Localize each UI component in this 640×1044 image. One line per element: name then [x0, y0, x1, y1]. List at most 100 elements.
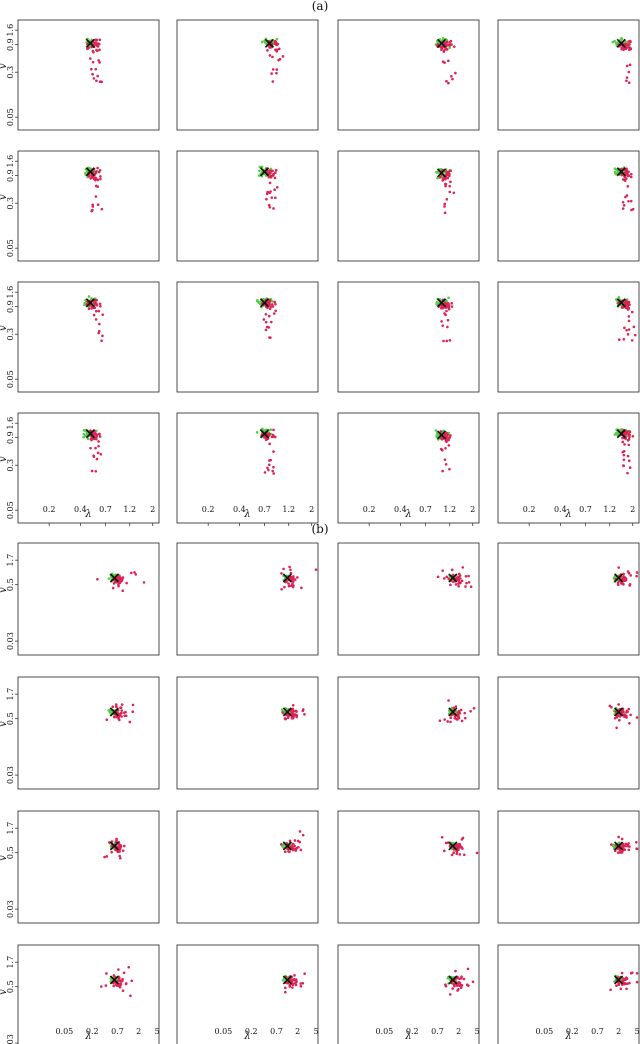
red-point — [625, 194, 629, 197]
red-point — [463, 716, 467, 720]
red-point — [130, 979, 134, 983]
red-point — [625, 177, 628, 180]
panel-frame — [17, 676, 160, 790]
red-point — [627, 328, 631, 331]
red-point — [288, 839, 292, 843]
y-tick-label: 0.05 — [6, 239, 15, 257]
red-point — [622, 453, 626, 457]
red-point — [264, 438, 268, 442]
red-point — [142, 581, 146, 584]
red-point — [620, 837, 624, 841]
red-point — [303, 713, 306, 716]
red-point — [277, 47, 281, 51]
red-point — [449, 180, 452, 184]
red-point — [443, 205, 446, 208]
y-tick-label: 0.5 — [6, 980, 15, 993]
green-point — [255, 431, 259, 434]
red-point — [447, 444, 451, 447]
red-point — [448, 40, 452, 44]
true-value-marker — [282, 841, 292, 851]
red-point — [99, 453, 103, 456]
red-point — [96, 166, 99, 170]
red-point — [622, 337, 626, 341]
red-point — [287, 584, 291, 588]
red-point — [289, 568, 292, 572]
red-point — [448, 993, 452, 996]
y-tick-label: 0.9 — [6, 431, 15, 444]
x-tick-label: 0.7 — [419, 505, 432, 514]
red-point — [448, 184, 451, 188]
red-point — [122, 971, 126, 975]
red-point — [626, 982, 629, 985]
x-axis-label: λ — [243, 1031, 250, 1042]
red-point — [461, 566, 465, 569]
red-point — [275, 68, 279, 71]
red-point — [635, 571, 639, 574]
red-point — [291, 986, 294, 989]
red-point — [624, 842, 628, 846]
y-axis-label: v — [0, 63, 9, 69]
red-point — [87, 307, 91, 311]
red-point — [267, 175, 271, 179]
red-point — [625, 46, 629, 49]
red-point — [627, 707, 631, 711]
y-tick-label: 1.7 — [6, 956, 15, 969]
red-point — [94, 176, 97, 180]
panel-frame — [17, 542, 160, 656]
red-point — [627, 46, 631, 49]
red-point — [448, 190, 452, 194]
red-point — [295, 979, 298, 983]
panel-frame — [176, 676, 319, 790]
red-point — [274, 48, 277, 52]
red-point — [288, 983, 292, 987]
red-point — [443, 849, 446, 853]
y-tick-label: 0.03 — [6, 766, 15, 784]
red-point — [119, 856, 122, 860]
red-point — [621, 842, 625, 846]
x-tick-label: 0.2 — [245, 1027, 258, 1036]
red-point — [119, 843, 122, 847]
red-point — [291, 580, 295, 583]
red-point — [293, 974, 296, 977]
red-point — [623, 579, 626, 582]
red-point — [91, 205, 95, 208]
red-point — [272, 428, 275, 432]
red-point — [627, 315, 631, 318]
red-point — [635, 847, 638, 851]
red-point — [271, 55, 274, 59]
red-point — [275, 186, 279, 189]
y-axis-label: v — [0, 325, 9, 331]
panel-frame — [17, 810, 160, 924]
red-point — [445, 48, 449, 51]
red-point — [267, 302, 271, 305]
red-point — [92, 313, 96, 317]
red-point — [274, 168, 278, 172]
red-point — [117, 976, 121, 979]
panel-frame — [497, 412, 640, 524]
red-point — [272, 465, 275, 469]
panel-frame — [176, 542, 319, 656]
red-point — [450, 853, 454, 857]
red-point — [274, 40, 278, 44]
red-point — [464, 585, 467, 588]
red-point — [448, 467, 451, 471]
red-point — [623, 443, 626, 446]
y-axis-label: v — [0, 194, 9, 200]
red-point — [287, 850, 290, 853]
x-tick-label: 2 — [470, 505, 475, 514]
x-tick-label: 5 — [635, 1027, 640, 1036]
green-point — [275, 37, 279, 41]
red-point — [446, 841, 450, 844]
red-point — [469, 709, 472, 713]
red-point — [620, 306, 624, 309]
red-point — [615, 726, 618, 730]
true-value-marker — [616, 429, 626, 439]
x-tick-label: 0.2 — [86, 1027, 99, 1036]
red-point — [119, 982, 123, 986]
red-point — [465, 983, 469, 987]
red-point — [624, 715, 627, 719]
red-point — [98, 38, 102, 42]
x-tick-label: 0.4 — [394, 505, 407, 514]
red-point — [626, 439, 630, 442]
green-point — [441, 37, 445, 40]
